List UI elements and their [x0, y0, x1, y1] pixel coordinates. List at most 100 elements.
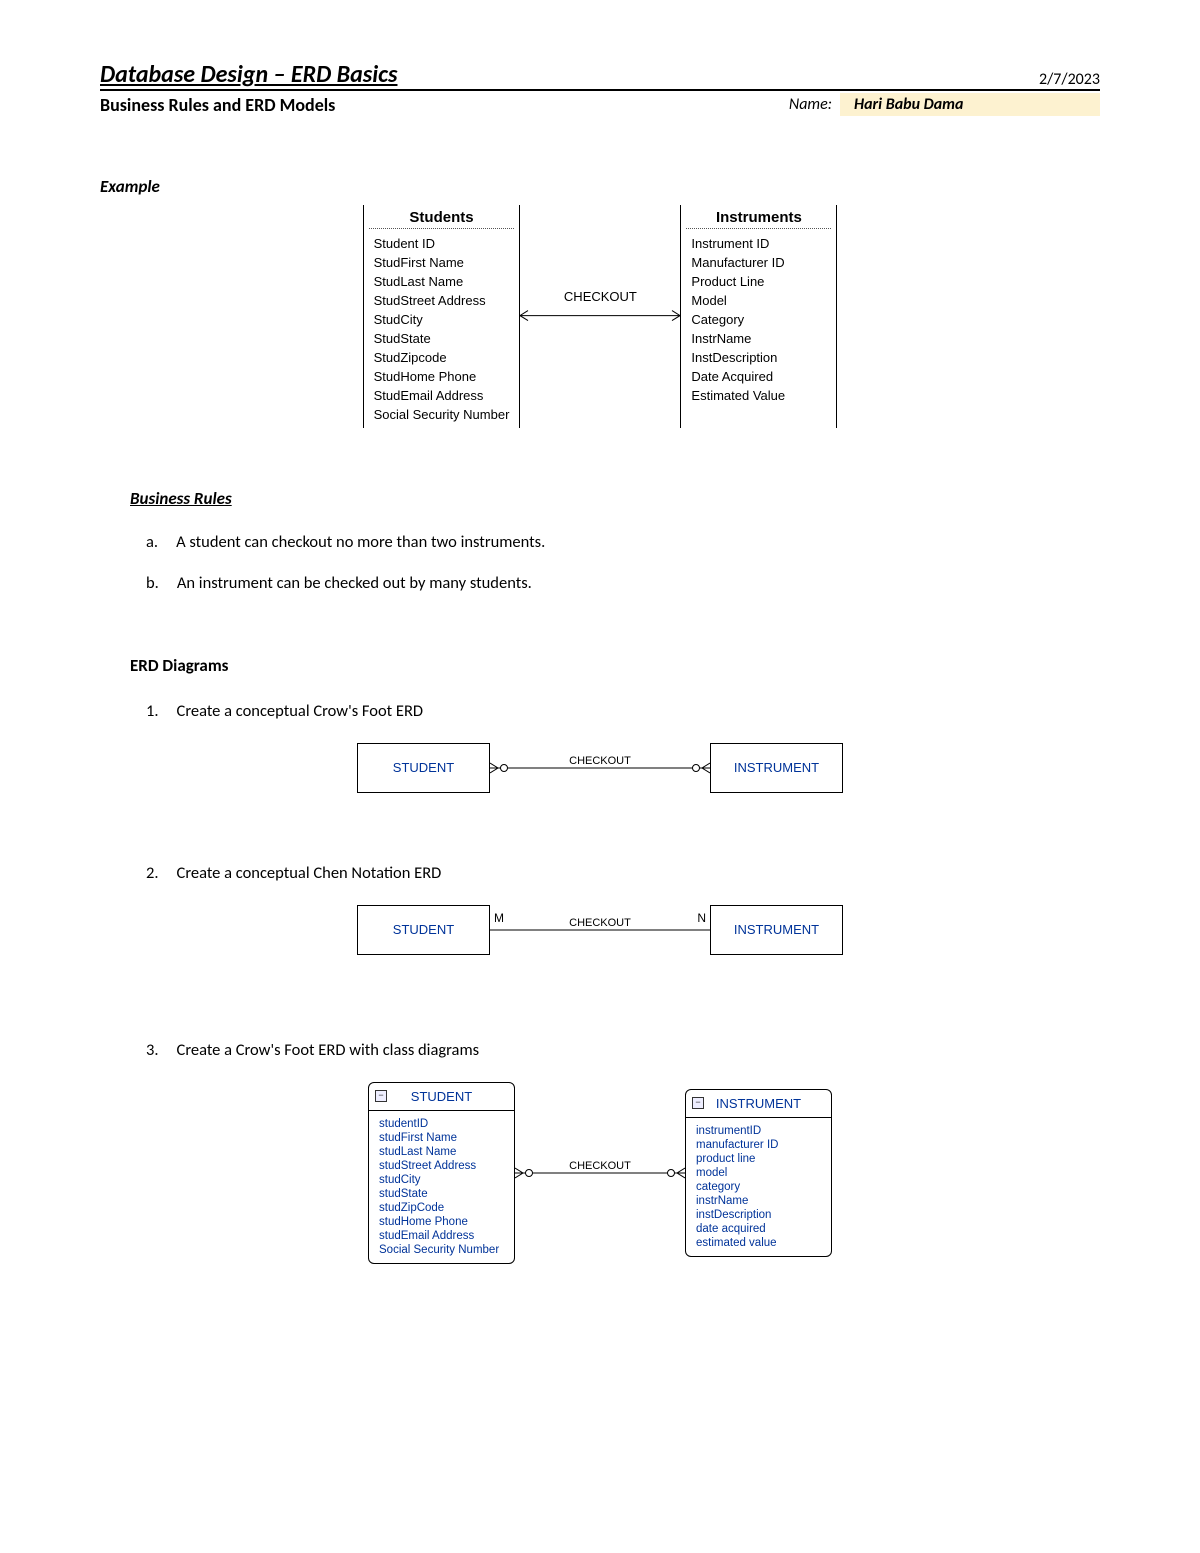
- cardinality-m: M: [494, 911, 504, 925]
- attr-item: Instrument ID: [691, 234, 826, 253]
- rules-list: a. A student can checkout no more than t…: [146, 527, 1100, 600]
- attr-item: Date Acquired: [691, 367, 826, 386]
- class-title-text: INSTRUMENT: [716, 1096, 801, 1111]
- attr-item: instDescription: [696, 1208, 821, 1222]
- rel-label: CHECKOUT: [520, 289, 680, 304]
- attr-item: Social Security Number: [374, 405, 510, 424]
- class-diagram: − STUDENT studentIDstudFirst NamestudLas…: [100, 1082, 1100, 1264]
- item-number: 1.: [146, 701, 159, 721]
- attr-item: StudCity: [374, 310, 510, 329]
- collapse-icon: −: [692, 1097, 704, 1109]
- chen-diagram: STUDENT M N CHECKOUT INSTRUMENT: [100, 905, 1100, 955]
- attr-item: StudState: [374, 329, 510, 348]
- attr-item: model: [696, 1166, 821, 1180]
- rule-text: An instrument can be checked out by many…: [177, 568, 532, 599]
- rule-letter: b.: [146, 568, 159, 599]
- chen-relationship: M N CHECKOUT: [490, 905, 710, 955]
- attr-item: InstrName: [691, 329, 826, 348]
- name-label: Name:: [789, 95, 832, 114]
- erd-heading: ERD Diagrams: [130, 655, 1100, 676]
- attr-item: instrumentID: [696, 1124, 821, 1138]
- item-text: Create a conceptual Crow's Foot ERD: [177, 701, 424, 721]
- instruments-attrs: Instrument IDManufacturer IDProduct Line…: [691, 234, 826, 405]
- attr-item: studFirst Name: [379, 1131, 504, 1145]
- rule-text: A student can checkout no more than two …: [176, 527, 545, 558]
- rel-label: CHECKOUT: [562, 917, 638, 929]
- attr-item: category: [696, 1180, 821, 1194]
- attr-item: product line: [696, 1152, 821, 1166]
- instrument-class-attrs: instrumentIDmanufacturer IDproduct linem…: [686, 1118, 831, 1256]
- subtitle: Business Rules and ERD Models: [100, 94, 789, 116]
- item-text: Create a Crow's Foot ERD with class diag…: [177, 1040, 480, 1060]
- erd-q1: 1. Create a conceptual Crow's Foot ERD: [146, 701, 1100, 721]
- attr-item: Estimated Value: [691, 386, 826, 405]
- attr-item: Model: [691, 291, 826, 310]
- crowfoot-diagram: STUDENT CHECKOUT INSTRUMENT: [100, 743, 1100, 793]
- student-class-attrs: studentIDstudFirst NamestudLast Namestud…: [369, 1111, 514, 1263]
- erd-q3: 3. Create a Crow's Foot ERD with class d…: [146, 1040, 1100, 1060]
- class-title-text: STUDENT: [411, 1089, 472, 1104]
- rule-letter: a.: [146, 527, 158, 558]
- date: 2/7/2023: [1039, 70, 1100, 89]
- rule-a: a. A student can checkout no more than t…: [146, 527, 1100, 558]
- subtitle-row: Business Rules and ERD Models Name: Hari…: [100, 93, 1100, 116]
- attr-item: studLast Name: [379, 1145, 504, 1159]
- students-table: Students Student IDStudFirst NameStudLas…: [363, 205, 521, 428]
- divider: [686, 228, 831, 229]
- page-title: Database Design – ERD Basics: [100, 60, 397, 89]
- attr-item: studZipCode: [379, 1201, 504, 1215]
- attr-item: studEmail Address: [379, 1229, 504, 1243]
- attr-item: InstDescription: [691, 348, 826, 367]
- item-text: Create a conceptual Chen Notation ERD: [177, 863, 442, 883]
- student-entity: STUDENT: [357, 905, 490, 955]
- divider: [369, 228, 515, 229]
- chen-line: [490, 905, 710, 955]
- attr-item: studentID: [379, 1117, 504, 1131]
- example-heading: Example: [100, 176, 1100, 197]
- attr-item: Product Line: [691, 272, 826, 291]
- rel-label: CHECKOUT: [562, 755, 638, 767]
- instruments-table: Instruments Instrument IDManufacturer ID…: [680, 205, 837, 428]
- attr-item: StudLast Name: [374, 272, 510, 291]
- attr-item: estimated value: [696, 1236, 821, 1250]
- crow-relationship: CHECKOUT: [490, 743, 710, 793]
- attr-item: StudFirst Name: [374, 253, 510, 272]
- attr-item: Manufacturer ID: [691, 253, 826, 272]
- students-attrs: Student IDStudFirst NameStudLast Name Stu…: [374, 234, 510, 424]
- attr-item: Category: [691, 310, 826, 329]
- rel-arrow: [520, 308, 680, 322]
- item-number: 3.: [146, 1040, 159, 1060]
- example-relationship: CHECKOUT: [520, 205, 680, 428]
- attr-item: studStreet Address: [379, 1159, 504, 1173]
- example-diagram: Students Student IDStudFirst NameStudLas…: [100, 205, 1100, 428]
- business-rules-heading: Business Rules: [130, 488, 1100, 509]
- crow-line: [490, 743, 710, 793]
- document-page: Database Design – ERD Basics 2/7/2023 Bu…: [0, 0, 1200, 1324]
- collapse-icon: −: [375, 1090, 387, 1102]
- instruments-title: Instruments: [691, 209, 826, 228]
- instrument-class-title: − INSTRUMENT: [686, 1090, 831, 1118]
- student-class-title: − STUDENT: [369, 1083, 514, 1111]
- instrument-entity: INSTRUMENT: [710, 743, 843, 793]
- class-crow-line: [515, 1148, 685, 1198]
- attr-item: StudZipcode: [374, 348, 510, 367]
- attr-item: Social Security Number: [379, 1243, 504, 1257]
- rule-b: b. An instrument can be checked out by m…: [146, 568, 1100, 599]
- attr-item: instrName: [696, 1194, 821, 1208]
- instrument-entity: INSTRUMENT: [710, 905, 843, 955]
- cardinality-n: N: [697, 911, 706, 925]
- attr-item: Student ID: [374, 234, 510, 253]
- erd-q2: 2. Create a conceptual Chen Notation ERD: [146, 863, 1100, 883]
- class-relationship: CHECKOUT: [515, 1148, 685, 1198]
- attr-item: studHome Phone: [379, 1215, 504, 1229]
- attr-item: date acquired: [696, 1222, 821, 1236]
- attr-item: StudEmail Address: [374, 386, 510, 405]
- student-class: − STUDENT studentIDstudFirst NamestudLas…: [368, 1082, 515, 1264]
- attr-item: StudHome Phone: [374, 367, 510, 386]
- rel-label: CHECKOUT: [562, 1160, 638, 1172]
- item-number: 2.: [146, 863, 159, 883]
- students-title: Students: [374, 209, 510, 228]
- instrument-class: − INSTRUMENT instrumentIDmanufacturer ID…: [685, 1089, 832, 1257]
- attr-item: manufacturer ID: [696, 1138, 821, 1152]
- student-entity: STUDENT: [357, 743, 490, 793]
